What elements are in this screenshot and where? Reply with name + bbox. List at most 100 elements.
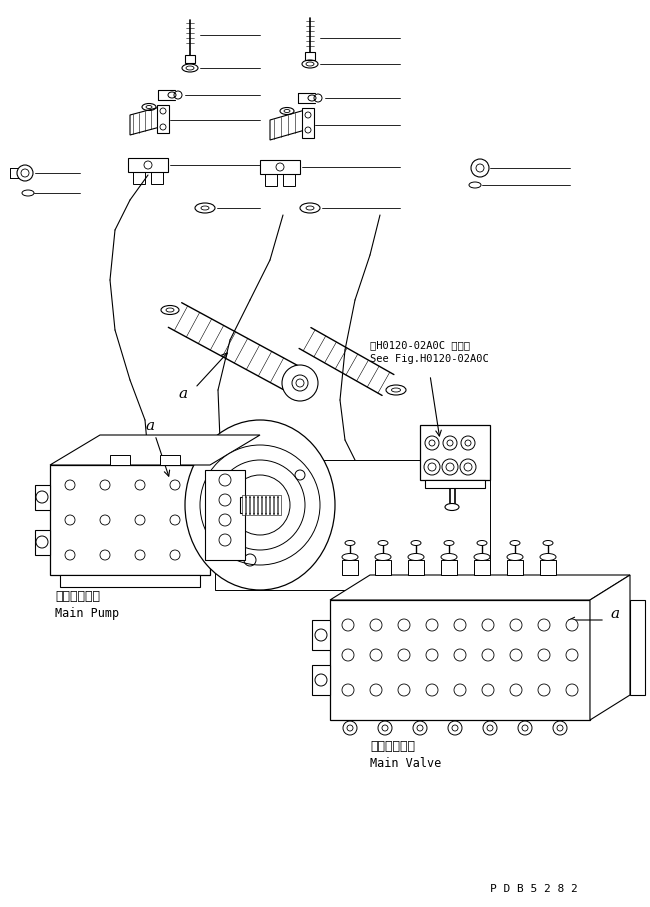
Circle shape xyxy=(566,684,578,696)
Text: メインバルブ: メインバルブ xyxy=(370,740,415,753)
Ellipse shape xyxy=(477,541,487,545)
Circle shape xyxy=(36,536,48,548)
Text: P D B 5 2 8 2: P D B 5 2 8 2 xyxy=(490,884,578,894)
Bar xyxy=(408,560,424,575)
Ellipse shape xyxy=(411,541,421,545)
Circle shape xyxy=(442,459,458,475)
Text: 第H0120-02A0C 図参照: 第H0120-02A0C 図参照 xyxy=(370,340,470,350)
Bar xyxy=(260,160,300,174)
Circle shape xyxy=(482,619,494,631)
Ellipse shape xyxy=(510,541,520,545)
Bar xyxy=(240,497,280,513)
Bar xyxy=(50,465,210,575)
Circle shape xyxy=(17,165,33,181)
Bar xyxy=(254,495,257,515)
Bar xyxy=(160,455,180,465)
Bar xyxy=(258,495,261,515)
Text: a: a xyxy=(145,419,154,433)
Circle shape xyxy=(370,684,382,696)
Bar xyxy=(262,495,265,515)
Circle shape xyxy=(398,684,410,696)
Bar xyxy=(242,495,245,515)
Bar xyxy=(35,530,50,555)
Circle shape xyxy=(200,445,320,565)
Polygon shape xyxy=(590,575,630,720)
Bar xyxy=(302,108,314,138)
Text: See Fig.H0120-02A0C: See Fig.H0120-02A0C xyxy=(370,354,489,364)
Bar xyxy=(157,105,169,133)
Circle shape xyxy=(454,684,466,696)
Circle shape xyxy=(482,649,494,661)
Circle shape xyxy=(315,629,327,641)
Bar xyxy=(265,174,277,186)
Ellipse shape xyxy=(375,553,391,561)
Circle shape xyxy=(282,365,318,401)
Bar xyxy=(133,172,145,184)
Circle shape xyxy=(370,649,382,661)
Circle shape xyxy=(342,619,354,631)
Circle shape xyxy=(443,436,457,450)
Polygon shape xyxy=(270,110,305,140)
Circle shape xyxy=(424,459,440,475)
Bar xyxy=(283,174,295,186)
Ellipse shape xyxy=(444,541,454,545)
Text: a: a xyxy=(178,387,187,401)
Circle shape xyxy=(471,159,489,177)
Ellipse shape xyxy=(507,553,523,561)
Ellipse shape xyxy=(185,420,335,590)
Text: メインポンプ: メインポンプ xyxy=(55,590,100,603)
Bar xyxy=(507,560,523,575)
Bar xyxy=(330,600,590,720)
Bar xyxy=(185,55,195,63)
Circle shape xyxy=(538,649,550,661)
Circle shape xyxy=(342,684,354,696)
Circle shape xyxy=(538,619,550,631)
Bar xyxy=(266,495,269,515)
Bar xyxy=(375,560,391,575)
Bar xyxy=(270,495,273,515)
Circle shape xyxy=(342,649,354,661)
Ellipse shape xyxy=(342,553,358,561)
Circle shape xyxy=(538,684,550,696)
Ellipse shape xyxy=(378,541,388,545)
Bar xyxy=(246,495,249,515)
Circle shape xyxy=(425,436,439,450)
Bar xyxy=(60,575,200,587)
Circle shape xyxy=(36,491,48,503)
Circle shape xyxy=(482,684,494,696)
Text: Main Valve: Main Valve xyxy=(370,757,441,770)
Bar xyxy=(630,600,645,695)
Circle shape xyxy=(426,649,438,661)
Bar xyxy=(342,560,358,575)
Bar xyxy=(540,560,556,575)
Polygon shape xyxy=(330,575,630,600)
Ellipse shape xyxy=(408,553,424,561)
Circle shape xyxy=(426,619,438,631)
Circle shape xyxy=(292,375,308,391)
Circle shape xyxy=(566,649,578,661)
Circle shape xyxy=(461,436,475,450)
Ellipse shape xyxy=(543,541,553,545)
Bar xyxy=(305,52,315,60)
Ellipse shape xyxy=(445,503,459,511)
Ellipse shape xyxy=(540,553,556,561)
Bar xyxy=(425,480,485,488)
Ellipse shape xyxy=(474,553,490,561)
Bar xyxy=(274,495,277,515)
Circle shape xyxy=(460,459,476,475)
Circle shape xyxy=(510,649,522,661)
Text: Main Pump: Main Pump xyxy=(55,607,119,620)
Circle shape xyxy=(370,619,382,631)
Bar xyxy=(312,665,330,695)
Bar xyxy=(441,560,457,575)
Circle shape xyxy=(566,619,578,631)
Bar xyxy=(312,620,330,650)
Bar xyxy=(35,485,50,510)
Polygon shape xyxy=(130,107,160,135)
Bar xyxy=(474,560,490,575)
Ellipse shape xyxy=(345,541,355,545)
Circle shape xyxy=(230,475,290,535)
Bar xyxy=(205,470,245,560)
Bar xyxy=(420,425,490,480)
Circle shape xyxy=(426,684,438,696)
